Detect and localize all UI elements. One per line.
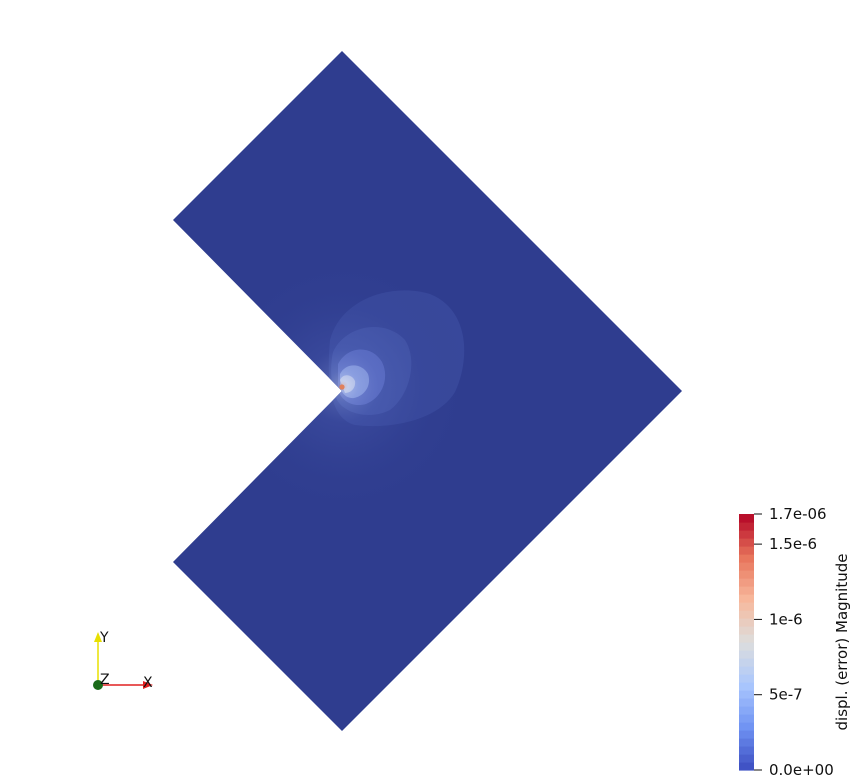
colorbar-tick-label: 1e-6	[769, 610, 803, 628]
colorbar-title: displ. (error) Magnitude	[833, 554, 851, 731]
colorbar-bands	[739, 514, 754, 771]
colorbar-band	[739, 730, 754, 739]
colorbar-band	[739, 610, 754, 619]
colorbar-band	[739, 594, 754, 603]
colorbar-band	[739, 698, 754, 707]
colorbar-tick-label: 1.5e-6	[769, 535, 817, 553]
colorbar-tick-label: 5e-7	[769, 686, 803, 704]
colorbar-band	[739, 586, 754, 595]
colorbar-band	[739, 674, 754, 683]
colorbar-band	[739, 578, 754, 587]
colorbar-band	[739, 642, 754, 651]
colorbar-band	[739, 722, 754, 731]
colorbar-band	[739, 530, 754, 539]
orientation-axes: Y Z X	[93, 630, 153, 691]
colorbar-tick-label: 1.7e-06	[769, 505, 827, 523]
colorbar-band	[739, 658, 754, 667]
colorbar-band	[739, 538, 754, 547]
colorbar-band	[739, 562, 754, 571]
colorbar-band	[739, 714, 754, 723]
colorbar-band	[739, 618, 754, 627]
colorbar-band	[739, 602, 754, 611]
z-axis-dot-icon	[93, 680, 103, 690]
colorbar-band	[739, 626, 754, 635]
z-axis-label: Z	[100, 672, 110, 688]
colorbar-band	[739, 706, 754, 715]
colorbar-band	[739, 738, 754, 747]
colorbar-band	[739, 666, 754, 675]
y-axis-arrow-icon	[94, 632, 102, 642]
colorbar-band	[739, 546, 754, 555]
mesh	[173, 51, 682, 731]
colorbar-tick-label: 0.0e+00	[769, 761, 834, 779]
colorbar-band	[739, 754, 754, 763]
error-hotspot	[213, 256, 473, 516]
colorbar-ticks: 1.7e-06 1.5e-6 1e-6 5e-7 0.0e+00	[754, 505, 834, 779]
colorbar-band	[739, 554, 754, 563]
y-axis-label: Y	[99, 630, 109, 646]
colorbar[interactable]: 1.7e-06 1.5e-6 1e-6 5e-7 0.0e+00 displ. (err…	[739, 505, 851, 779]
colorbar-band	[739, 682, 754, 691]
colorbar-band	[739, 650, 754, 659]
colorbar-band	[739, 746, 754, 755]
colorbar-band	[739, 762, 754, 771]
x-axis-arrow-icon	[143, 681, 153, 689]
colorbar-band	[739, 634, 754, 643]
x-axis-label: X	[143, 675, 153, 691]
colorbar-band	[739, 570, 754, 579]
colorbar-band	[739, 522, 754, 531]
colorbar-band	[739, 690, 754, 699]
colorbar-band	[739, 514, 754, 523]
